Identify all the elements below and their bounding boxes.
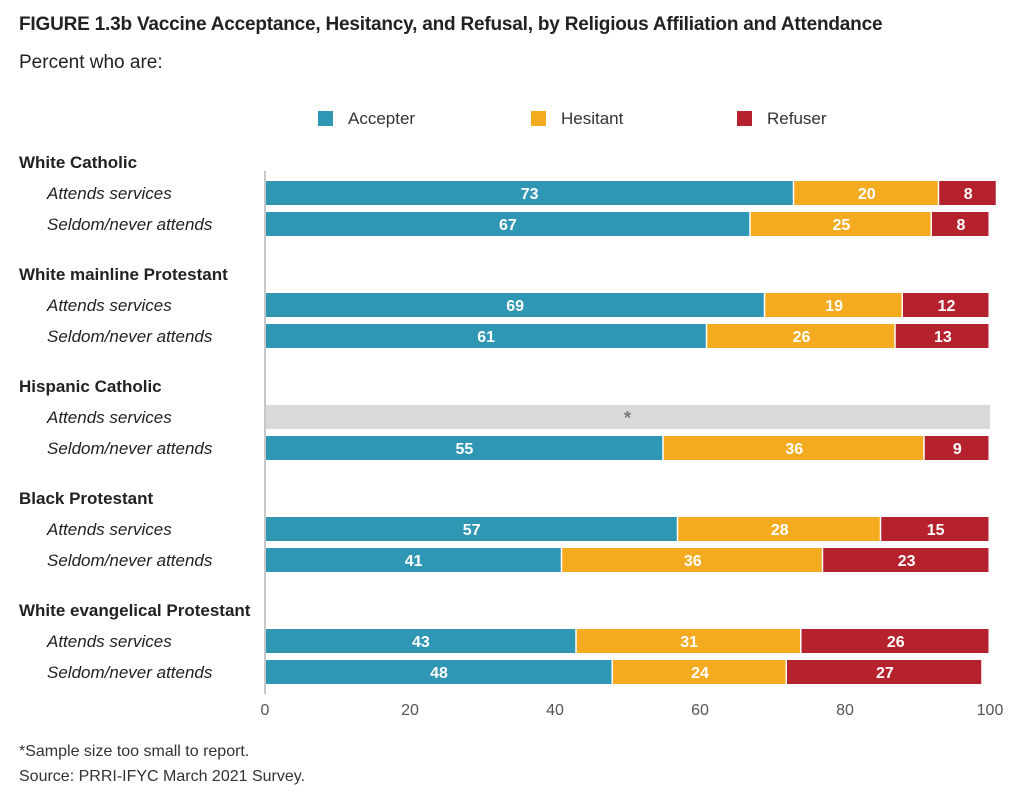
bar-segment-hesitant: [562, 548, 822, 572]
bar-segment-refuser: [939, 181, 996, 205]
bar-segment-hesitant: [613, 660, 786, 684]
data-label: 27: [876, 665, 894, 682]
bar-segment-refuser: [924, 436, 989, 460]
bar-segment-accepter: [265, 324, 706, 348]
legend-label-refuser: Refuser: [767, 109, 827, 128]
data-label: 9: [953, 441, 962, 458]
data-label: 48: [430, 665, 448, 682]
data-label: 20: [858, 186, 876, 203]
group-label: White evangelical Protestant: [19, 601, 251, 620]
row-label: Attends services: [46, 184, 172, 203]
data-label: 12: [938, 298, 956, 315]
row-label: Attends services: [46, 296, 172, 315]
x-tick-label: 20: [401, 702, 419, 719]
bar-segment-refuser: [801, 629, 989, 653]
bar-segment-refuser: [903, 293, 989, 317]
data-label: 43: [412, 634, 430, 651]
footnote: *Sample size too small to report.: [19, 743, 250, 760]
data-label: 69: [506, 298, 524, 315]
bar-segment-accepter: [265, 517, 677, 541]
row-label: Seldom/never attends: [47, 663, 213, 682]
x-tick-label: 100: [977, 702, 1004, 719]
data-label: 26: [793, 329, 811, 346]
data-label: 23: [898, 553, 916, 570]
data-label: 8: [964, 186, 973, 203]
group-label: White Catholic: [19, 153, 137, 172]
row-label: Attends services: [46, 520, 172, 539]
data-label: 55: [455, 441, 473, 458]
bar-segment-refuser: [895, 324, 989, 348]
bar-segment-refuser: [932, 212, 989, 236]
legend-label-accepter: Accepter: [348, 109, 415, 128]
row-label: Seldom/never attends: [47, 215, 213, 234]
source-note: Source: PRRI-IFYC March 2021 Survey.: [19, 768, 306, 785]
x-tick-label: 40: [546, 702, 564, 719]
data-label: 24: [691, 665, 709, 682]
stacked-bar-chart: Accepter Hesitant Refuser White Catholic Att…: [19, 109, 1004, 719]
bar-segment-hesitant: [576, 629, 800, 653]
legend-label-hesitant: Hesitant: [561, 109, 624, 128]
row-label: Attends services: [46, 632, 172, 651]
row-label: Seldom/never attends: [47, 551, 213, 570]
group-label: Black Protestant: [19, 489, 153, 508]
bar-segment-hesitant: [750, 212, 931, 236]
bar-segment-accepter: [265, 181, 793, 205]
bar-segment-hesitant: [794, 181, 938, 205]
x-tick-label: 0: [261, 702, 270, 719]
row-label: Seldom/never attends: [47, 327, 213, 346]
legend-swatch-accepter: [318, 111, 333, 126]
bar-placeholder: [265, 405, 990, 429]
bar-segment-hesitant: [765, 293, 902, 317]
figure-subtitle: Percent who are:: [19, 52, 163, 73]
data-label: 8: [957, 217, 966, 234]
data-label: 67: [499, 217, 517, 234]
data-label: 25: [832, 217, 850, 234]
x-tick-label: 80: [836, 702, 854, 719]
legend-swatch-hesitant: [531, 111, 546, 126]
data-label: 36: [684, 553, 702, 570]
row-label: Seldom/never attends: [47, 439, 213, 458]
bar-segment-accepter: [265, 212, 750, 236]
figure-title: FIGURE 1.3b Vaccine Acceptance, Hesitanc…: [19, 14, 883, 35]
bar-segment-accepter: [265, 629, 576, 653]
data-label: 31: [680, 634, 698, 651]
data-label: 15: [927, 522, 945, 539]
data-label: 13: [934, 329, 952, 346]
legend-swatch-refuser: [737, 111, 752, 126]
data-label: 26: [887, 634, 905, 651]
x-tick-label: 60: [691, 702, 709, 719]
row-label: Attends services: [46, 408, 172, 427]
bar-segment-hesitant: [663, 436, 924, 460]
data-label: 19: [825, 298, 843, 315]
bar-segment-accepter: [265, 436, 663, 460]
group-label: White mainline Protestant: [19, 265, 228, 284]
bar-segment-hesitant: [707, 324, 895, 348]
bar-segment-accepter: [265, 548, 561, 572]
bar-segment-refuser: [787, 660, 982, 684]
bar-segment-accepter: [265, 660, 612, 684]
data-label: 57: [463, 522, 481, 539]
data-label: 73: [521, 186, 539, 203]
data-label: 61: [477, 329, 495, 346]
bar-segment-accepter: [265, 293, 764, 317]
bar-segment-refuser: [881, 517, 989, 541]
data-label: 41: [405, 553, 423, 570]
data-label: 36: [785, 441, 803, 458]
bar-segment-hesitant: [678, 517, 880, 541]
bar-note-label: *: [624, 408, 631, 428]
bar-segment-refuser: [823, 548, 989, 572]
group-label: Hispanic Catholic: [19, 377, 162, 396]
data-label: 28: [771, 522, 789, 539]
